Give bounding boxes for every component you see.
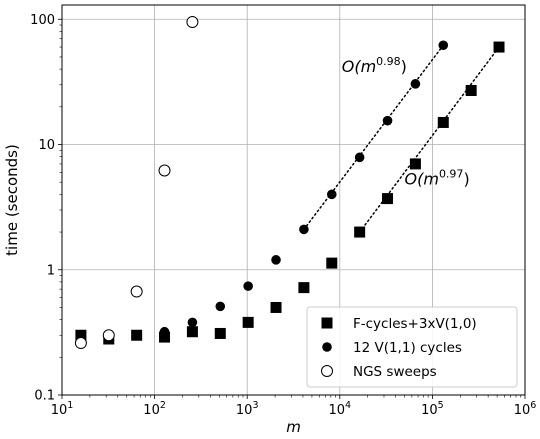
data-point xyxy=(410,79,421,89)
x-tick-label: 103 xyxy=(236,400,259,418)
axis-ticks: 101 102 103 104 105 106 0.1 1 10 100 xyxy=(30,13,536,418)
plot-area-frame xyxy=(61,4,526,396)
data-points xyxy=(74,16,505,350)
fit-line xyxy=(358,46,500,233)
data-point xyxy=(270,301,282,313)
data-point xyxy=(409,158,421,170)
legend-box xyxy=(306,306,518,388)
data-point xyxy=(158,164,171,177)
complexity-annotation: O(m0.98) xyxy=(342,55,407,76)
y-tick-label: 100 xyxy=(30,13,55,28)
legend-label: F-cycles+3xV(1,0) xyxy=(353,316,477,332)
legend-label: NGS sweeps xyxy=(353,364,437,380)
y-tick-label: 10 xyxy=(38,138,55,153)
complexity-annotation: O(m0.97) xyxy=(405,167,470,188)
data-point xyxy=(187,317,198,328)
data-point xyxy=(215,301,226,312)
x-tick-label: 102 xyxy=(143,400,166,418)
data-point xyxy=(299,224,309,235)
data-point xyxy=(186,16,199,29)
y-tick-label: 0.1 xyxy=(34,389,55,404)
data-point xyxy=(382,193,394,205)
data-point xyxy=(243,281,253,291)
series-square xyxy=(75,41,505,345)
data-point xyxy=(437,116,449,128)
y-axis-label: time (seconds) xyxy=(3,144,21,256)
y-tick-label: 1 xyxy=(47,263,55,278)
data-point xyxy=(130,285,143,298)
data-point xyxy=(438,40,449,51)
x-tick-label: 101 xyxy=(51,400,74,418)
x-tick-label: 104 xyxy=(329,400,352,418)
x-tick-label: 105 xyxy=(421,400,444,418)
data-point xyxy=(326,257,338,269)
data-point xyxy=(131,330,142,341)
legend-label: 12 V(1,1) cycles xyxy=(353,340,462,356)
data-point xyxy=(354,226,366,238)
data-point xyxy=(354,152,365,163)
x-tick-label: 106 xyxy=(514,400,537,418)
data-point xyxy=(75,329,87,341)
data-point xyxy=(159,331,171,343)
legend-marker xyxy=(322,342,332,352)
data-point xyxy=(102,329,115,342)
x-axis-label: m xyxy=(286,418,301,436)
data-point xyxy=(214,327,226,339)
legend: F-cycles+3xV(1,0) 12 V(1,1) cycles NGS swe… xyxy=(306,306,518,388)
data-point xyxy=(186,326,198,338)
data-point xyxy=(74,337,87,350)
data-point xyxy=(298,282,310,294)
data-point xyxy=(271,255,281,265)
data-point xyxy=(242,316,254,328)
fit-lines xyxy=(303,44,500,233)
legend-marker xyxy=(321,365,333,377)
data-point xyxy=(326,189,337,200)
data-point xyxy=(382,115,393,126)
annotations: O(m0.98) O(m0.97) xyxy=(342,55,470,189)
data-point xyxy=(159,326,170,337)
data-point xyxy=(465,84,477,96)
data-point xyxy=(493,41,505,53)
series-open-circle xyxy=(74,16,199,350)
legend-marker xyxy=(321,317,333,329)
